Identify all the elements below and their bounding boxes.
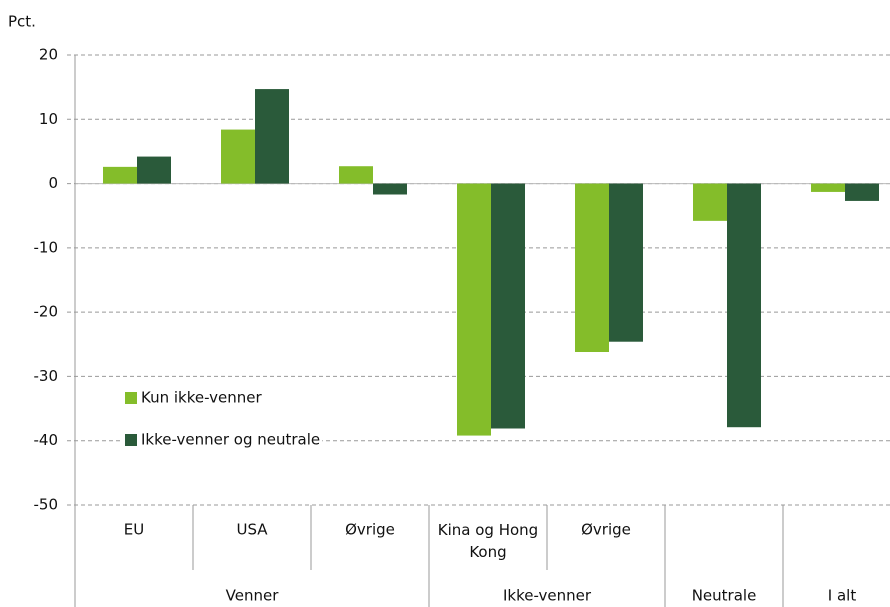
group-label: Venner: [226, 587, 280, 605]
y-tick-label: 10: [39, 110, 58, 128]
legend-label: Ikke-venner og neutrale: [141, 431, 320, 449]
x-tick-label: Kina og Hong Kong: [438, 521, 538, 561]
group-label: Ikke-venner: [503, 587, 592, 605]
group-label: I alt: [828, 587, 857, 605]
y-tick-label: -50: [34, 496, 59, 514]
y-tick-label: 0: [48, 174, 58, 192]
legend-bg: [123, 429, 323, 450]
y-tick-label: -40: [34, 431, 59, 449]
bar: [609, 183, 643, 342]
bar: [373, 183, 407, 195]
bar: [845, 183, 879, 201]
y-tick-label: 20: [39, 46, 58, 64]
bar: [811, 183, 845, 192]
bar: [693, 183, 727, 221]
y-tick-label: -30: [34, 367, 59, 385]
legend-swatch: [125, 434, 137, 446]
y-tick-label: -10: [34, 238, 59, 256]
legend-swatch: [125, 392, 137, 404]
group-label: Neutrale: [692, 587, 757, 605]
bar: [137, 156, 171, 184]
x-tick-label: Øvrige: [581, 521, 631, 539]
bar: [221, 129, 255, 184]
bar: [575, 183, 609, 352]
y-axis-label: Pct.: [8, 13, 36, 31]
y-tick-label: -20: [34, 303, 59, 321]
legend-bg: [123, 387, 265, 408]
x-tick-label: USA: [236, 521, 268, 539]
bar: [491, 183, 525, 429]
x-tick-label: Øvrige: [345, 521, 395, 539]
legend-label: Kun ikke-venner: [141, 389, 262, 407]
bar: [457, 183, 491, 436]
x-tick-label: EU: [124, 521, 144, 539]
bar: [255, 89, 289, 184]
bar: [727, 183, 761, 428]
bar: [339, 166, 373, 184]
bar: [103, 166, 137, 184]
